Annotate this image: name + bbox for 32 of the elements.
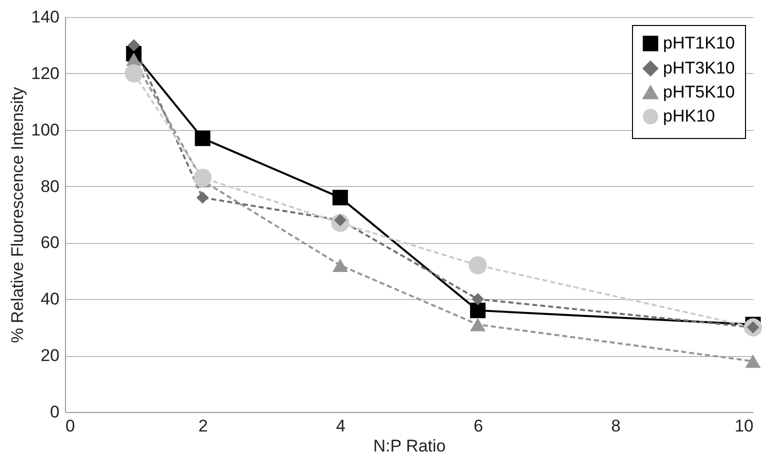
legend-label: pHT1K10 xyxy=(663,34,735,52)
legend-label: pHT3K10 xyxy=(663,58,735,78)
point xyxy=(470,318,486,332)
x-tick-label: 10 xyxy=(734,416,754,436)
point xyxy=(470,302,486,318)
point xyxy=(196,191,209,204)
point xyxy=(128,39,140,52)
x-tick-label: 4 xyxy=(336,416,346,436)
point xyxy=(472,293,484,306)
point xyxy=(194,168,212,187)
point xyxy=(468,256,487,274)
y-tick-label: 80 xyxy=(40,176,60,196)
x-tick-label: 2 xyxy=(198,416,208,436)
legend-label: pHK10 xyxy=(663,106,715,126)
point xyxy=(194,130,210,146)
y-tick-label: 0 xyxy=(50,402,60,422)
point xyxy=(124,64,143,82)
x-axis-title: N:P Ratio xyxy=(373,436,446,456)
legend-label: pHT5K10 xyxy=(663,82,735,102)
point xyxy=(332,258,348,272)
point xyxy=(332,190,348,206)
y-tick-label: 20 xyxy=(40,346,60,366)
y-tick-label: 120 xyxy=(31,64,60,83)
x-tick-label: 6 xyxy=(474,416,484,436)
point xyxy=(745,354,761,368)
x-tick-label: 8 xyxy=(611,416,621,436)
y-tick-label: 60 xyxy=(40,233,60,252)
x-tick-label: 0 xyxy=(66,416,75,436)
y-tick-label: 40 xyxy=(40,290,60,309)
y-tick-label: 140 xyxy=(31,8,60,26)
y-tick-label: 100 xyxy=(31,120,60,140)
y-axis-title: % Relative Fluorescence Intensity xyxy=(8,86,28,344)
